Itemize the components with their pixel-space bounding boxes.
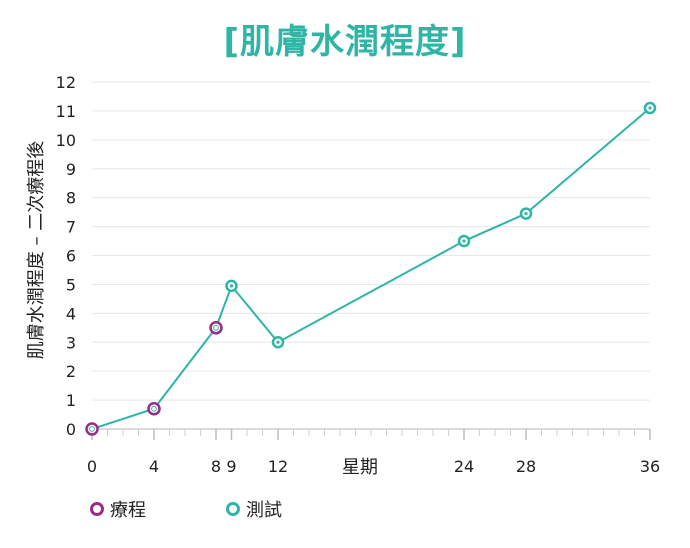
series-line-test (91, 107, 651, 430)
y-tick-label: 5 (66, 275, 76, 294)
y-tick-label: 8 (66, 189, 76, 208)
treatment-marker-icon (90, 502, 104, 516)
data-points (85, 101, 657, 436)
x-tick-label: 12 (268, 457, 288, 476)
x-axis-title: 星期 (342, 457, 378, 478)
x-tick-label: 24 (454, 457, 474, 476)
chart-title: [肌膚水潤程度] (223, 22, 467, 62)
y-axis-title: 肌膚水潤程度 – 二次療程後 (26, 141, 47, 359)
x-tick-label: 36 (640, 457, 660, 476)
y-tick-label: 2 (66, 362, 76, 381)
data-point-treatment-inner (89, 426, 95, 432)
y-tick-label: 7 (66, 218, 76, 237)
data-point-test-center (648, 106, 652, 110)
data-point-treatment-inner (151, 405, 157, 412)
legend-label-test: 測試 (246, 500, 282, 521)
y-tick-label: 0 (66, 420, 76, 439)
x-tick-label: 9 (226, 457, 236, 476)
x-tick-label: 8 (211, 457, 221, 476)
y-tick-label: 12 (56, 73, 76, 92)
y-tick-label: 9 (66, 160, 76, 179)
data-point-test-center (524, 211, 528, 216)
data-point-test-center (229, 284, 234, 288)
y-tick-label: 6 (66, 247, 76, 266)
test-marker-icon (226, 502, 240, 516)
legend-label-treatment: 療程 (110, 500, 146, 521)
data-point-test-center (462, 239, 466, 243)
x-tick-label: 4 (149, 457, 159, 476)
y-tick-label: 11 (56, 102, 76, 121)
data-point-treatment-inner (213, 324, 219, 331)
x-tick-label: 0 (87, 457, 97, 476)
y-tick-label: 3 (66, 333, 76, 352)
data-point-treatment (209, 321, 223, 335)
y-tick-label: 10 (56, 131, 76, 150)
data-point-test-center (276, 340, 280, 344)
data-point-treatment (147, 402, 161, 416)
legend-item-test: 測試 (226, 496, 282, 522)
y-tick-label: 4 (66, 304, 76, 323)
data-point-treatment (85, 422, 99, 436)
x-tick-label: 28 (516, 457, 536, 476)
legend-item-treatment: 療程 (90, 496, 146, 522)
axes (91, 428, 651, 440)
series-lines (91, 107, 651, 430)
y-tick-label: 1 (66, 391, 76, 410)
gridlines (92, 81, 650, 401)
